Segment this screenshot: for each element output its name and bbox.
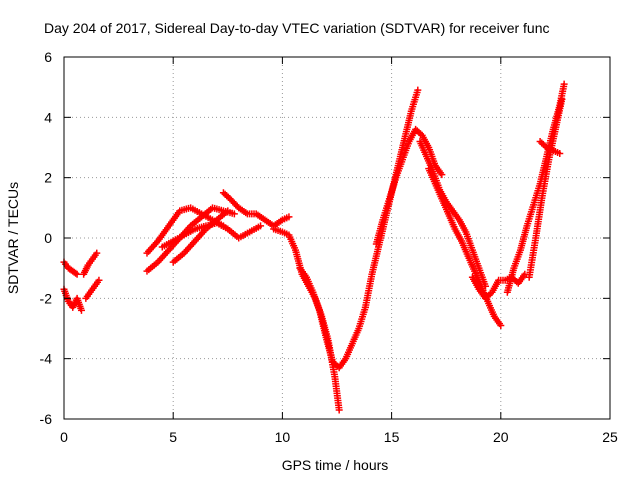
y-tick-label: 0 (44, 230, 52, 246)
data-point-fill (72, 269, 80, 277)
data-point (497, 321, 505, 329)
x-axis-label: GPS time / hours (282, 457, 389, 473)
data-point (230, 210, 238, 218)
y-tick-label: -2 (40, 290, 53, 306)
x-tick-label: 10 (275, 429, 291, 445)
data-point (438, 171, 446, 179)
data-point (335, 406, 343, 414)
data-point (77, 306, 85, 314)
y-axis-label: SDTVAR / TECUs (5, 182, 21, 294)
data-point (93, 249, 101, 257)
x-tick-label: 20 (493, 429, 509, 445)
y-tick-label: 2 (44, 170, 52, 186)
data-point (73, 270, 81, 278)
data-point (556, 150, 564, 158)
data-point (95, 276, 103, 284)
data-point (224, 207, 232, 215)
x-tick-label: 0 (60, 429, 68, 445)
data-point (285, 213, 293, 221)
y-tick-label: 6 (44, 49, 52, 65)
grid-lines (64, 57, 610, 419)
data-point (414, 86, 422, 94)
y-tick-label: 4 (44, 109, 52, 125)
x-tick-label: 5 (169, 429, 177, 445)
data-point (558, 95, 566, 103)
data-point (257, 222, 265, 230)
data-marks (60, 80, 568, 414)
axis-ticks: 0 5 10 15 20 25 -6 -4 -2 0 2 4 6 (40, 49, 618, 445)
x-tick-label: 15 (384, 429, 400, 445)
chart-title: Day 204 of 2017, Sidereal Day-to-day VTE… (44, 20, 550, 36)
y-tick-label: -6 (40, 411, 53, 427)
data-point (560, 80, 568, 88)
x-tick-label: 25 (602, 429, 618, 445)
y-tick-label: -4 (40, 351, 53, 367)
